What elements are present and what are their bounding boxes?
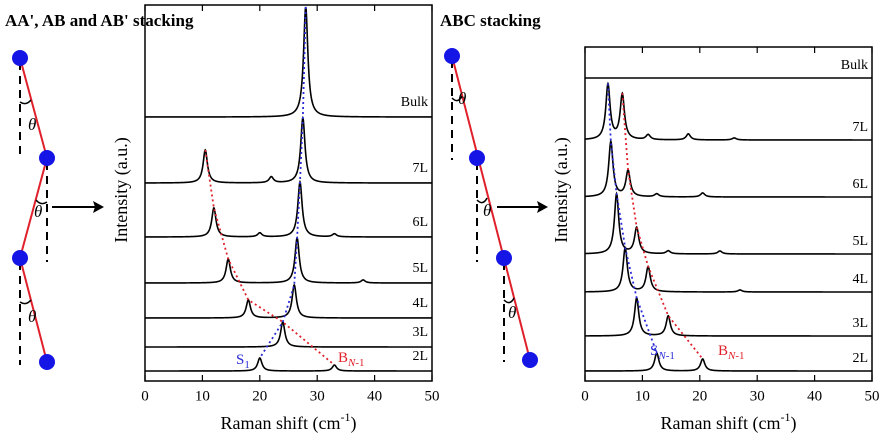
fan-line: [607, 83, 658, 354]
spectrum: [145, 6, 432, 118]
fan-label: BN-1: [338, 350, 365, 368]
layer-label: Bulk: [401, 95, 428, 110]
spectrum: [584, 81, 872, 141]
spectrum: [585, 351, 872, 372]
layer-label: 2L: [412, 349, 428, 364]
plot-frame: [144, 4, 433, 382]
x-tick-label: 10: [635, 388, 650, 404]
fan-label-base: B: [718, 343, 728, 359]
layer-label: 5L: [412, 261, 428, 276]
fan-label-sub-italic: N: [657, 350, 666, 362]
x-tick-label: 40: [807, 388, 822, 404]
fan-label-sub-italic: N: [347, 357, 356, 369]
fan-line: [259, 6, 307, 359]
y-axis-label: Intensity (a.u.): [551, 137, 572, 242]
layer-label: 4L: [412, 296, 428, 311]
spectrum: [584, 296, 872, 337]
panel-title: ABC stacking: [440, 11, 541, 30]
stacking-diagram-right: [444, 48, 548, 368]
theta-label: θ: [483, 201, 491, 220]
fan-label-sub-italic: N: [727, 350, 736, 362]
spectrum: [145, 179, 432, 238]
layer-label: Bulk: [841, 58, 868, 73]
spectrum: [145, 320, 432, 348]
x-tick-label: 50: [865, 388, 880, 404]
x-tick-label: 0: [141, 388, 149, 404]
x-tick-label: 50: [425, 388, 440, 404]
plot-frame: [584, 46, 873, 382]
spectrum: [145, 357, 432, 372]
x-tick-label: 30: [750, 388, 765, 404]
fan-label-sub: 1: [244, 359, 250, 371]
fan-label: SN-1: [650, 343, 675, 361]
stacking-diagram-left: [12, 50, 104, 370]
layer-label: 3L: [412, 325, 428, 340]
x-axis-label-close: ): [790, 413, 796, 434]
theta-label: θ: [28, 115, 36, 134]
x-axis-label-base: Raman shift (cm: [221, 413, 341, 434]
x-tick-label: 30: [310, 388, 325, 404]
x-tick-label: 20: [692, 388, 707, 404]
fan-label-base: S: [650, 343, 658, 359]
fan-label-base: B: [338, 350, 348, 366]
x-tick-label: 40: [367, 388, 382, 404]
fan-label: BN-1: [718, 343, 745, 361]
spectrum: [145, 115, 432, 184]
x-axis-label-close: ): [350, 413, 356, 434]
fan-label-base: S: [236, 352, 244, 368]
layer-label: 7L: [412, 161, 428, 176]
spectrum: [145, 283, 432, 319]
layer-label: 5L: [852, 234, 868, 249]
theta-label: θ: [34, 202, 42, 221]
fan-label: S1: [236, 352, 250, 370]
spectrum: [584, 191, 872, 255]
theta-label: θ: [28, 307, 36, 326]
theta-label: θ: [458, 89, 466, 108]
theta-label: θ: [508, 303, 516, 322]
spectrum: [145, 236, 432, 284]
fan-label-sub: -1: [666, 350, 675, 362]
layer-label: 6L: [852, 177, 868, 192]
x-axis-label-base: Raman shift (cm: [661, 413, 781, 434]
x-axis-label-sup: -1: [340, 410, 350, 424]
x-axis-label: Raman shift (cm-1): [221, 410, 357, 434]
y-axis-label: Intensity (a.u.): [111, 137, 132, 242]
panel-title: AA', AB and AB' stacking: [5, 11, 194, 30]
fan-label-sub: -1: [735, 350, 744, 362]
spectrum: [584, 246, 872, 293]
layer-label: 2L: [852, 351, 868, 366]
layer-label: 4L: [852, 272, 868, 287]
x-axis-label: Raman shift (cm-1): [661, 410, 797, 434]
x-tick-label: 20: [252, 388, 267, 404]
x-tick-label: 10: [195, 388, 210, 404]
fan-line: [621, 93, 704, 360]
fan-label-sub: -1: [355, 357, 364, 369]
spectrum: [584, 139, 872, 198]
x-tick-label: 0: [581, 388, 589, 404]
x-axis-label-sup: -1: [780, 410, 790, 424]
layer-label: 3L: [852, 316, 868, 331]
layer-label: 7L: [852, 120, 868, 135]
layer-label: 6L: [412, 215, 428, 230]
